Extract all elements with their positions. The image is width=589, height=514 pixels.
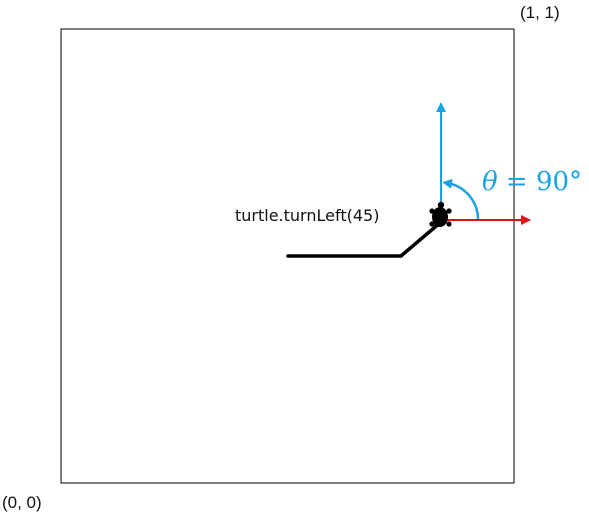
command-label: turtle.turnLeft(45)	[235, 206, 379, 225]
angle-symbol: θ	[482, 167, 498, 197]
corner-label-bottom-left: (0, 0)	[2, 493, 42, 512]
angle-label: θ = 90°	[482, 167, 582, 197]
turtle-icon	[429, 201, 452, 227]
canvas-frame	[60, 28, 515, 484]
angle-arc	[442, 178, 480, 220]
turtle-path	[286, 220, 443, 258]
corner-label-top-right: (1, 1)	[520, 3, 560, 22]
angle-value: = 90°	[498, 167, 582, 197]
